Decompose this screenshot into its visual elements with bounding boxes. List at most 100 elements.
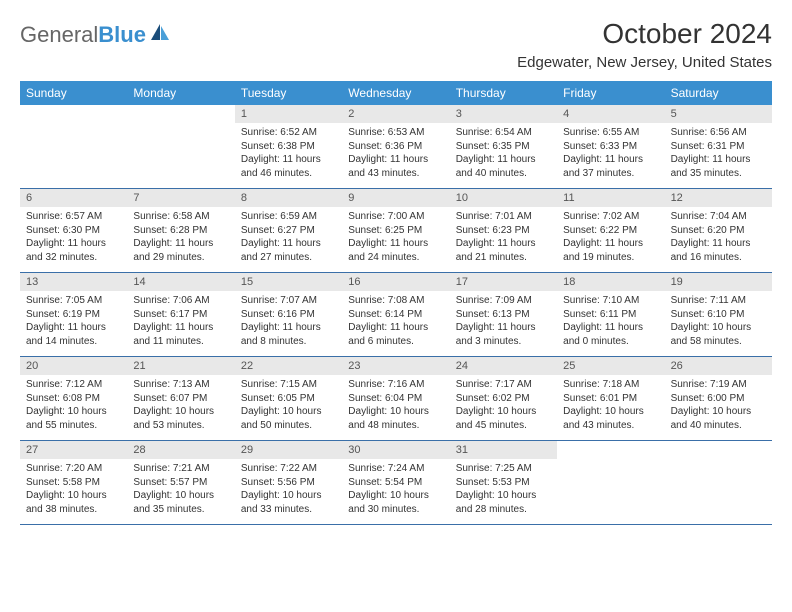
sunrise-text: Sunrise: 6:52 AM xyxy=(241,126,336,140)
calendar-cell: 18Sunrise: 7:10 AMSunset: 6:11 PMDayligh… xyxy=(557,273,664,356)
cell-body: Sunrise: 7:22 AMSunset: 5:56 PMDaylight:… xyxy=(235,459,342,524)
cell-body: Sunrise: 7:06 AMSunset: 6:17 PMDaylight:… xyxy=(127,291,234,356)
week-row: 6 Sunrise: 6:57 AMSunset: 6:30 PM Daylight… xyxy=(20,189,772,273)
sunset-text: Sunset: 6:00 PM xyxy=(671,392,766,406)
daylight-text: Daylight: 11 hours and 16 minutes. xyxy=(671,237,766,264)
date-number: 31 xyxy=(450,441,557,459)
cell-body: Sunrise: 7:09 AMSunset: 6:13 PMDaylight:… xyxy=(450,291,557,356)
sunrise-text: Sunrise: 7:09 AM xyxy=(456,294,551,308)
weeks-container: 1Sunrise: 6:52 AMSunset: 6:38 PMDaylight… xyxy=(20,105,772,525)
cell-body xyxy=(665,459,772,519)
week-row: 27Sunrise: 7:20 AMSunset: 5:58 PMDayligh… xyxy=(20,441,772,525)
sunset-text: Sunset: 6:10 PM xyxy=(671,308,766,322)
calendar-cell: 5Sunrise: 6:56 AMSunset: 6:31 PMDaylight… xyxy=(665,105,772,188)
calendar-cell: 16Sunrise: 7:08 AMSunset: 6:14 PMDayligh… xyxy=(342,273,449,356)
date-number: 8 xyxy=(235,189,342,207)
sunrise-text: Sunrise: 6:57 AM xyxy=(26,210,121,224)
sunrise-text: Sunrise: 7:06 AM xyxy=(133,294,228,308)
cell-body: Sunrise: 6:53 AMSunset: 6:36 PMDaylight:… xyxy=(342,123,449,188)
date-number: 19 xyxy=(665,273,772,291)
sunrise-text: Sunrise: 6:55 AM xyxy=(563,126,658,140)
calendar-cell: 2Sunrise: 6:53 AMSunset: 6:36 PMDaylight… xyxy=(342,105,449,188)
date-number: 23 xyxy=(342,357,449,375)
sunrise-text: Sunrise: 7:15 AM xyxy=(241,378,336,392)
sunset-text: Sunset: 6:17 PM xyxy=(133,308,228,322)
date-number xyxy=(665,441,772,459)
sunset-text: Sunset: 6:14 PM xyxy=(348,308,443,322)
sunset-text: Sunset: 6:19 PM xyxy=(26,308,121,322)
daylight-text: Daylight: 11 hours and 6 minutes. xyxy=(348,321,443,348)
cell-body xyxy=(557,459,664,519)
sunrise-text: Sunrise: 7:25 AM xyxy=(456,462,551,476)
daylight-text: Daylight: 11 hours and 40 minutes. xyxy=(456,153,551,180)
sunrise-text: Sunrise: 7:00 AM xyxy=(348,210,443,224)
day-name: Wednesday xyxy=(342,81,449,105)
sunset-text: Sunset: 5:57 PM xyxy=(133,476,228,490)
page-header: GeneralBlue October 2024 Edgewater, New … xyxy=(20,18,772,71)
logo-text-gray: General xyxy=(20,22,98,48)
calendar-cell xyxy=(557,441,664,524)
sunset-text: Sunset: 6:07 PM xyxy=(133,392,228,406)
sunset-text: Sunset: 6:31 PM xyxy=(671,140,766,154)
cell-body: Sunrise: 6:54 AMSunset: 6:35 PMDaylight:… xyxy=(450,123,557,188)
daylight-text: Daylight: 11 hours and 37 minutes. xyxy=(563,153,658,180)
sunrise-text: Sunrise: 6:58 AM xyxy=(133,210,228,224)
date-number: 21 xyxy=(127,357,234,375)
cell-body: Sunrise: 7:21 AMSunset: 5:57 PMDaylight:… xyxy=(127,459,234,524)
sunset-text: Sunset: 6:20 PM xyxy=(671,224,766,238)
calendar-cell: 12Sunrise: 7:04 AMSunset: 6:20 PMDayligh… xyxy=(665,189,772,272)
sunset-text: Sunset: 6:05 PM xyxy=(241,392,336,406)
sunrise-text: Sunrise: 7:04 AM xyxy=(671,210,766,224)
day-name: Sunday xyxy=(20,81,127,105)
date-number xyxy=(557,441,664,459)
daylight-text: Daylight: 11 hours and 3 minutes. xyxy=(456,321,551,348)
calendar-cell: 17Sunrise: 7:09 AMSunset: 6:13 PMDayligh… xyxy=(450,273,557,356)
cell-body: Sunrise: 6:59 AMSunset: 6:27 PMDaylight:… xyxy=(235,207,342,272)
sunset-text: Sunset: 6:35 PM xyxy=(456,140,551,154)
calendar-cell: 3Sunrise: 6:54 AMSunset: 6:35 PMDaylight… xyxy=(450,105,557,188)
calendar-cell: 13Sunrise: 7:05 AMSunset: 6:19 PMDayligh… xyxy=(20,273,127,356)
calendar-cell: 31Sunrise: 7:25 AMSunset: 5:53 PMDayligh… xyxy=(450,441,557,524)
date-number: 5 xyxy=(665,105,772,123)
day-name: Thursday xyxy=(450,81,557,105)
sunset-text: Sunset: 6:30 PM xyxy=(26,224,121,238)
logo-text-blue: Blue xyxy=(98,22,146,48)
sunset-text: Sunset: 6:01 PM xyxy=(563,392,658,406)
calendar-cell: 1Sunrise: 6:52 AMSunset: 6:38 PMDaylight… xyxy=(235,105,342,188)
cell-body: Sunrise: 7:12 AMSunset: 6:08 PMDaylight:… xyxy=(20,375,127,440)
date-number: 17 xyxy=(450,273,557,291)
sunset-text: Sunset: 6:22 PM xyxy=(563,224,658,238)
sunrise-text: Sunrise: 7:13 AM xyxy=(133,378,228,392)
date-number xyxy=(127,105,234,123)
calendar-cell: 7Sunrise: 6:58 AMSunset: 6:28 PMDaylight… xyxy=(127,189,234,272)
daylight-text: Daylight: 10 hours and 58 minutes. xyxy=(671,321,766,348)
sail-icon xyxy=(149,22,171,48)
date-number: 20 xyxy=(20,357,127,375)
calendar-cell: 22Sunrise: 7:15 AMSunset: 6:05 PMDayligh… xyxy=(235,357,342,440)
cell-body: Sunrise: 7:19 AMSunset: 6:00 PMDaylight:… xyxy=(665,375,772,440)
cell-body: Sunrise: 7:13 AMSunset: 6:07 PMDaylight:… xyxy=(127,375,234,440)
date-number xyxy=(20,105,127,123)
calendar-cell: 15Sunrise: 7:07 AMSunset: 6:16 PMDayligh… xyxy=(235,273,342,356)
date-number: 29 xyxy=(235,441,342,459)
daylight-text: Daylight: 10 hours and 33 minutes. xyxy=(241,489,336,516)
daylight-text: Daylight: 11 hours and 0 minutes. xyxy=(563,321,658,348)
date-number: 30 xyxy=(342,441,449,459)
date-number: 22 xyxy=(235,357,342,375)
week-row: 1Sunrise: 6:52 AMSunset: 6:38 PMDaylight… xyxy=(20,105,772,189)
cell-body xyxy=(127,123,234,183)
cell-body xyxy=(20,123,127,183)
calendar-cell xyxy=(665,441,772,524)
sunrise-text: Sunrise: 7:07 AM xyxy=(241,294,336,308)
calendar-cell: 11Sunrise: 7:02 AMSunset: 6:22 PMDayligh… xyxy=(557,189,664,272)
daylight-text: Daylight: 11 hours and 14 minutes. xyxy=(26,321,121,348)
cell-body: Sunrise: 7:20 AMSunset: 5:58 PMDaylight:… xyxy=(20,459,127,524)
sunrise-text: Sunrise: 7:21 AM xyxy=(133,462,228,476)
date-number: 6 xyxy=(20,189,127,207)
calendar-cell: 28Sunrise: 7:21 AMSunset: 5:57 PMDayligh… xyxy=(127,441,234,524)
cell-body: Sunrise: 7:08 AMSunset: 6:14 PMDaylight:… xyxy=(342,291,449,356)
sunrise-text: Sunrise: 6:56 AM xyxy=(671,126,766,140)
date-number: 9 xyxy=(342,189,449,207)
sunset-text: Sunset: 6:08 PM xyxy=(26,392,121,406)
cell-body: Sunrise: 6:58 AMSunset: 6:28 PMDaylight:… xyxy=(127,207,234,272)
